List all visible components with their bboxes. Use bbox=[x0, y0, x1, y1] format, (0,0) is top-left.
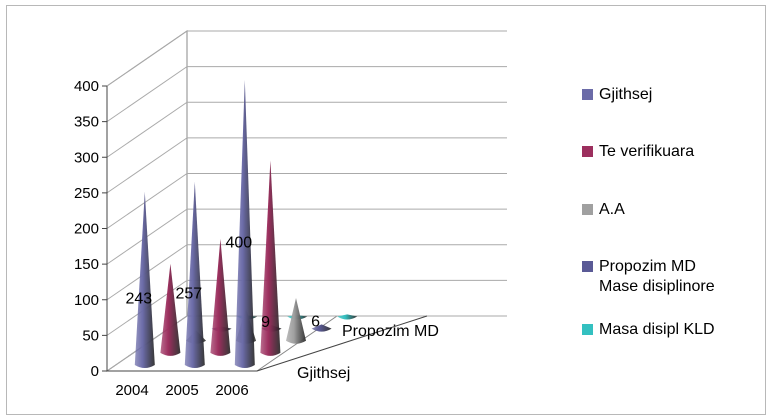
data-label: 6 bbox=[311, 314, 320, 331]
y-tick-label: 400 bbox=[74, 78, 99, 95]
cone-mark bbox=[210, 238, 231, 356]
depth-axis: Gjithsej Propozim MD bbox=[297, 323, 439, 382]
cone-mark bbox=[337, 314, 358, 320]
y-tick-label: 100 bbox=[74, 292, 99, 309]
legend-label: Mase disiplinore bbox=[599, 278, 715, 295]
x-tick-label: 2005 bbox=[165, 382, 198, 399]
legend-label: Te verifikuara bbox=[599, 143, 694, 160]
y-tick-label: 350 bbox=[74, 114, 99, 131]
y-tick-label: 200 bbox=[74, 221, 99, 238]
legend-swatch bbox=[582, 146, 593, 157]
legend: Gjithsej Te verifikuara A.A Propozim MD Mase… bbox=[582, 86, 715, 338]
y-tick-label: 50 bbox=[82, 327, 99, 344]
legend-label: Masa disipl KLD bbox=[599, 321, 715, 338]
cone-mark bbox=[311, 324, 332, 332]
legend-swatch bbox=[582, 324, 593, 335]
depth-label: Gjithsej bbox=[297, 365, 350, 382]
data-label: 243 bbox=[125, 290, 152, 307]
x-axis: 2004 2005 2006 bbox=[107, 315, 428, 399]
chart-frame: 0 50 100 150 200 250 300 350 400 9 6 243 257 400 200… bbox=[6, 5, 766, 415]
data-label: 400 bbox=[225, 234, 252, 251]
legend-swatch bbox=[582, 204, 593, 215]
cone-mark bbox=[286, 298, 306, 344]
y-tick-label: 150 bbox=[74, 256, 99, 273]
legend-label: Propozim MD bbox=[599, 258, 696, 275]
cone-mark bbox=[234, 79, 255, 368]
cone-mark bbox=[184, 181, 205, 368]
cone-mark bbox=[260, 160, 281, 356]
cone-mark bbox=[134, 191, 155, 368]
x-tick-label: 2006 bbox=[215, 382, 248, 399]
cone-chart: 0 50 100 150 200 250 300 350 400 9 6 243 257 400 200… bbox=[74, 30, 715, 399]
x-tick-label: 2004 bbox=[115, 382, 148, 399]
depth-label: Propozim MD bbox=[342, 323, 439, 340]
legend-swatch bbox=[582, 89, 593, 100]
legend-label: Gjithsej bbox=[599, 86, 652, 103]
cones bbox=[134, 79, 358, 368]
y-tick-label: 300 bbox=[74, 149, 99, 166]
y-tick-label: 250 bbox=[74, 185, 99, 202]
y-axis: 0 50 100 150 200 250 300 350 400 bbox=[74, 78, 108, 380]
legend-swatch bbox=[582, 261, 593, 272]
data-label: 257 bbox=[175, 285, 202, 302]
data-labels: 9 6 243 257 400 bbox=[125, 234, 320, 330]
cone-mark bbox=[160, 263, 181, 356]
legend-label: A.A bbox=[599, 201, 625, 218]
y-tick-label: 0 bbox=[91, 363, 99, 380]
data-label: 9 bbox=[261, 314, 270, 331]
